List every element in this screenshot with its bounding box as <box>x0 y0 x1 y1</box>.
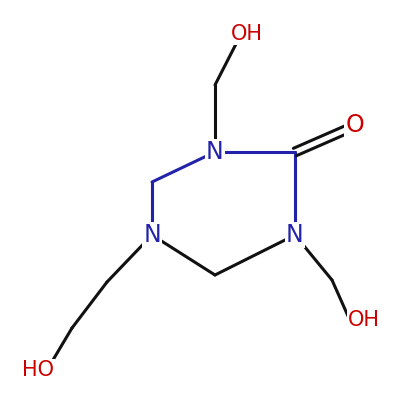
Text: HO: HO <box>22 360 54 380</box>
Text: O: O <box>346 113 364 137</box>
Text: N: N <box>143 223 161 247</box>
Text: OH: OH <box>348 310 380 330</box>
Text: N: N <box>206 140 224 164</box>
Text: N: N <box>286 223 304 247</box>
Text: OH: OH <box>231 24 263 44</box>
